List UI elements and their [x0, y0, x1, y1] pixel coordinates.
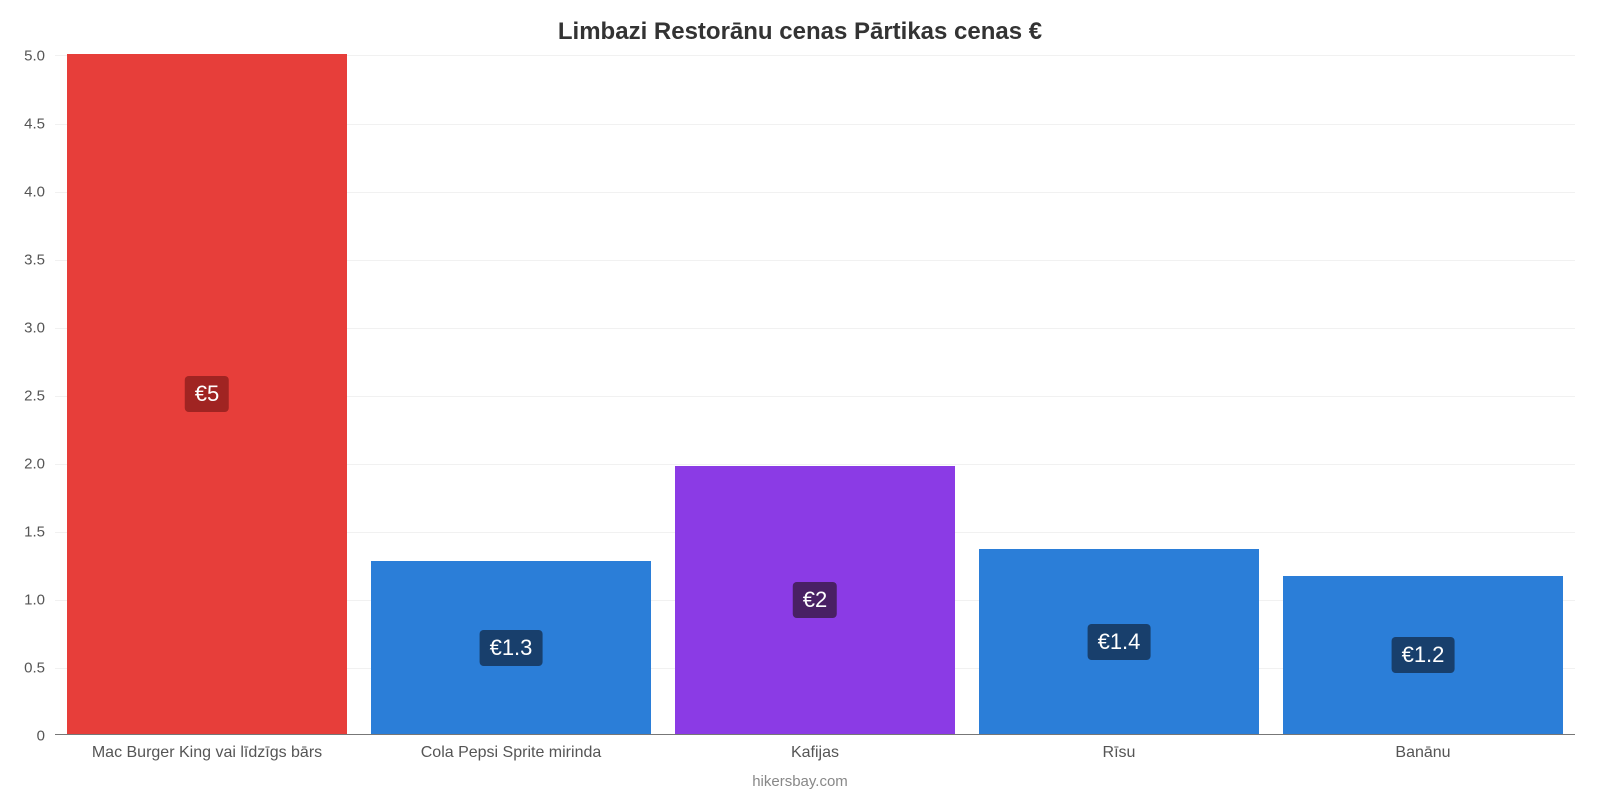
bar-value-label: €1.3 — [480, 630, 543, 666]
bar-value-label: €1.2 — [1392, 637, 1455, 673]
price-bar-chart: Limbazi Restorānu cenas Pārtikas cenas €… — [0, 0, 1600, 800]
y-tick-label: 3.5 — [24, 252, 55, 269]
y-tick-label: 1.0 — [24, 592, 55, 609]
y-tick-label: 0 — [37, 728, 55, 745]
y-tick-label: 4.5 — [24, 116, 55, 133]
y-tick-label: 4.0 — [24, 184, 55, 201]
plot-area: 00.51.01.52.02.53.03.54.04.55.0€5Mac Bur… — [55, 55, 1575, 735]
bar-value-label: €1.4 — [1088, 624, 1151, 660]
bar-value-label: €2 — [793, 582, 837, 618]
chart-footer: hikersbay.com — [0, 773, 1600, 790]
x-tick-label: Cola Pepsi Sprite mirinda — [421, 734, 602, 762]
y-tick-label: 1.5 — [24, 524, 55, 541]
x-tick-label: Kafijas — [791, 734, 839, 762]
bar-value-label: €5 — [185, 376, 229, 412]
y-tick-label: 2.0 — [24, 456, 55, 473]
x-tick-label: Rīsu — [1103, 734, 1136, 762]
y-tick-label: 3.0 — [24, 320, 55, 337]
chart-title: Limbazi Restorānu cenas Pārtikas cenas € — [0, 18, 1600, 46]
x-tick-label: Banānu — [1395, 734, 1450, 762]
y-tick-label: 5.0 — [24, 48, 55, 65]
y-tick-label: 2.5 — [24, 388, 55, 405]
y-tick-label: 0.5 — [24, 660, 55, 677]
x-tick-label: Mac Burger King vai līdzīgs bārs — [92, 734, 322, 762]
